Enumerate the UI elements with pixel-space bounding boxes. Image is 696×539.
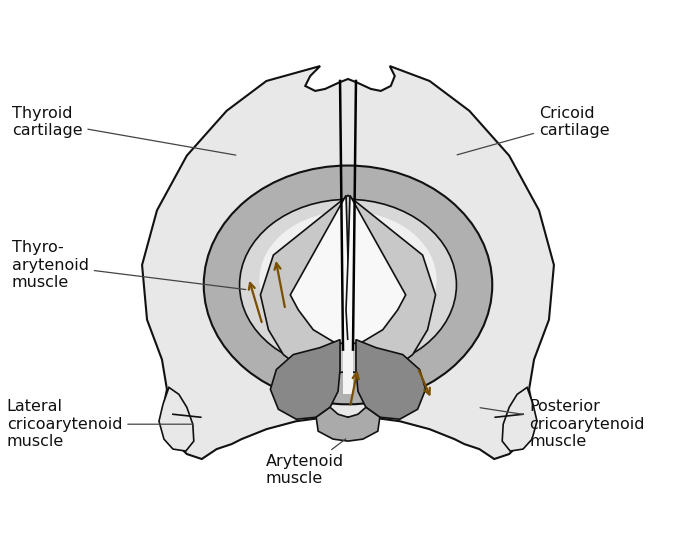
Text: Cricoid
cartilage: Cricoid cartilage <box>457 106 610 155</box>
Polygon shape <box>503 388 537 451</box>
Ellipse shape <box>239 199 457 370</box>
Polygon shape <box>290 195 350 344</box>
Polygon shape <box>142 66 554 459</box>
Text: Posterior
cricoarytenoid
muscle: Posterior cricoarytenoid muscle <box>480 399 644 449</box>
Ellipse shape <box>260 211 436 349</box>
Text: Lateral
cricoarytenoid
muscle: Lateral cricoarytenoid muscle <box>7 399 193 449</box>
Polygon shape <box>260 195 436 375</box>
Text: Arytenoid
muscle: Arytenoid muscle <box>265 439 346 486</box>
Text: Thyro-
arytenoid
muscle: Thyro- arytenoid muscle <box>12 240 246 290</box>
Text: Thyroid
cartilage: Thyroid cartilage <box>12 106 236 155</box>
Polygon shape <box>271 340 340 419</box>
Polygon shape <box>316 407 380 441</box>
Polygon shape <box>159 388 193 451</box>
Polygon shape <box>343 340 353 395</box>
Polygon shape <box>356 340 425 419</box>
Ellipse shape <box>204 165 492 404</box>
Polygon shape <box>346 195 406 344</box>
